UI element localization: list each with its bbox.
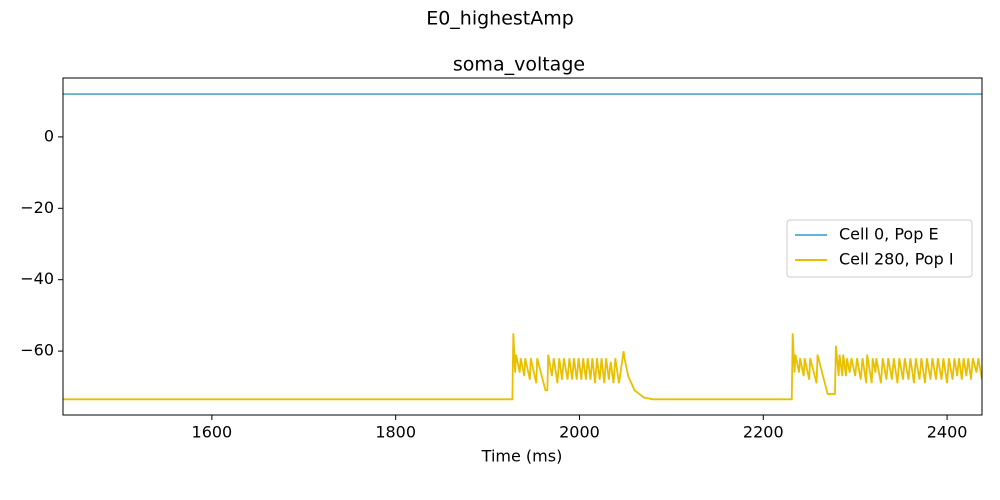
plot-frame	[62, 77, 983, 416]
legend-label: Cell 280, Pop I	[839, 250, 954, 269]
y-tick-label: −40	[20, 269, 54, 288]
y-tick-label: −20	[20, 198, 54, 217]
x-tick-label: 2200	[743, 423, 784, 442]
series-line	[63, 333, 982, 401]
y-tick-label: 0	[44, 126, 54, 145]
x-tick-label: 1600	[192, 423, 233, 442]
legend-label: Cell 0, Pop E	[839, 225, 939, 244]
x-axis-label: Time (ms)	[481, 447, 563, 466]
y-tick-label: −60	[20, 341, 54, 360]
figure-title: E0_highestAmp	[426, 8, 574, 30]
x-tick-label: 2000	[559, 423, 600, 442]
x-tick-label: 1800	[375, 423, 416, 442]
legend-box	[786, 219, 973, 278]
x-tick-label: 2400	[927, 423, 968, 442]
chart-title: soma_voltage	[453, 54, 585, 76]
